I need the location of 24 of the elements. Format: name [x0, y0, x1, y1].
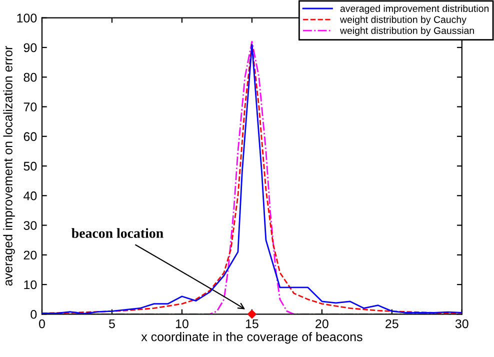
y-tick-label: 0 [30, 310, 37, 319]
y-tick-label: 80 [24, 72, 37, 82]
y-tick-label: 10 [24, 280, 37, 290]
y-tick-label: 60 [24, 132, 37, 142]
y-tick-label: 30 [24, 221, 37, 230]
y-tick-label: 70 [24, 102, 37, 112]
y-tick-label: 20 [24, 250, 37, 260]
x-tick-label: 5 [109, 319, 115, 328]
y-axis-title: averaged improvement on localization error [3, 46, 15, 286]
x-tick-label: 15 [246, 319, 258, 328]
x-axis-title: x coordinate in the coverage of beacons [141, 332, 362, 344]
y-tick-label: 50 [24, 162, 37, 171]
x-tick-label: 10 [176, 319, 188, 328]
x-tick-label: 0 [39, 319, 45, 328]
x-tick-label: 30 [455, 319, 468, 328]
y-tick-label: 100 [17, 14, 37, 22]
x-tick-label: 20 [316, 319, 328, 328]
legend-label: weight distribution by Cauchy [340, 16, 466, 25]
x-tick-label: 25 [386, 319, 398, 328]
legend-label: averaged improvement distribution [340, 4, 489, 14]
y-tick-label: 40 [24, 191, 37, 200]
annotation: beacon location [72, 228, 164, 238]
legend-label: weight distribution by Gaussian [340, 26, 474, 36]
y-tick-label: 90 [24, 43, 37, 52]
